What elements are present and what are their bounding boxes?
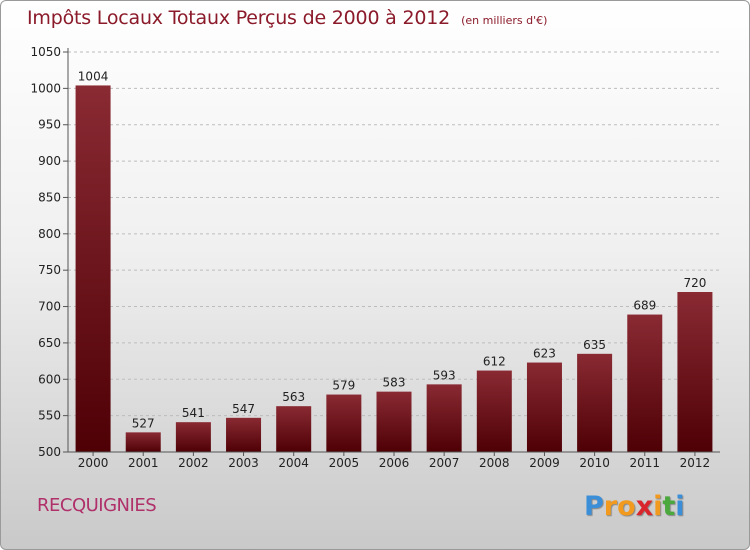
bar <box>125 432 161 452</box>
logo-letter: t <box>662 491 676 522</box>
logo-letter: r <box>603 491 618 522</box>
value-label: 579 <box>332 379 355 393</box>
chart-title: Impôts Locaux Totaux Perçus de 2000 à 20… <box>27 7 451 29</box>
bar <box>75 85 111 453</box>
logo-letter: o <box>617 491 636 522</box>
bar <box>627 314 663 452</box>
value-label: 1004 <box>78 69 109 83</box>
bar <box>226 417 262 452</box>
y-tick-label: 750 <box>38 263 61 277</box>
bar <box>426 384 462 452</box>
bar <box>175 422 211 452</box>
y-tick-label: 900 <box>38 154 61 168</box>
x-tick-label: 2005 <box>329 456 360 470</box>
bar <box>577 353 613 452</box>
x-tick-label: 2009 <box>529 456 560 470</box>
title-row: Impôts Locaux Totaux Perçus de 2000 à 20… <box>27 7 547 29</box>
y-tick-label: 650 <box>38 336 61 350</box>
x-tick-label: 2003 <box>228 456 259 470</box>
y-tick-label: 950 <box>38 118 61 132</box>
logo-letter: i <box>653 491 663 522</box>
value-label: 563 <box>282 390 305 404</box>
logo-letter: P <box>584 491 604 522</box>
value-label: 612 <box>483 355 506 369</box>
y-tick-label: 1000 <box>30 81 61 95</box>
x-tick-label: 2011 <box>629 456 660 470</box>
x-tick-label: 2010 <box>579 456 610 470</box>
bar <box>276 406 312 452</box>
x-tick-label: 2012 <box>680 456 711 470</box>
bar-layer <box>75 85 713 453</box>
bar <box>326 394 362 452</box>
y-tick-label: 500 <box>38 445 61 459</box>
value-label: 547 <box>232 402 255 416</box>
x-tick-label: 2007 <box>429 456 460 470</box>
value-label: 689 <box>633 299 656 313</box>
value-label: 720 <box>683 276 706 290</box>
y-tick-label: 550 <box>38 409 61 423</box>
y-tick-label: 600 <box>38 372 61 386</box>
value-label: 635 <box>583 338 606 352</box>
x-tick-label: 2000 <box>78 456 109 470</box>
commune-name: RECQUIGNIES <box>37 495 157 516</box>
value-label: 527 <box>132 416 155 430</box>
y-tick-label: 700 <box>38 300 61 314</box>
y-tick-label: 1050 <box>30 45 61 59</box>
x-tick-label: 2006 <box>379 456 410 470</box>
x-tick-label: 2004 <box>278 456 309 470</box>
y-tick-label: 800 <box>38 227 61 241</box>
logo-letter: x <box>635 491 654 522</box>
value-label: 623 <box>533 347 556 361</box>
value-label: 583 <box>383 376 406 390</box>
value-label: 541 <box>182 406 205 420</box>
x-tick-label: 2002 <box>178 456 209 470</box>
value-label: 593 <box>433 368 456 382</box>
proxiti-logo: Proxiti <box>584 491 685 522</box>
label-layer: 1004 527 541 547 563 579 583 593 612 623 635 689 720 <box>78 69 707 430</box>
bar <box>376 391 412 452</box>
logo-letter: i <box>675 491 685 522</box>
bar <box>476 370 512 452</box>
y-tick-label: 850 <box>38 190 61 204</box>
axis-layer: 500 550 600 650 700 750 800 850 900 950 1000 1050 20… <box>30 45 720 470</box>
bar <box>526 362 562 452</box>
x-tick-label: 2001 <box>128 456 159 470</box>
bar <box>677 292 713 452</box>
x-tick-label: 2008 <box>479 456 510 470</box>
unit-note: (en milliers d'€) <box>461 14 548 27</box>
